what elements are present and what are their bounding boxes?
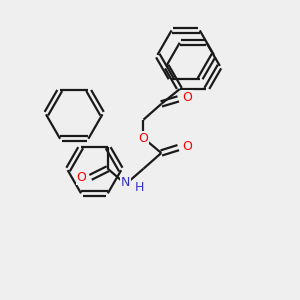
Text: O: O bbox=[77, 171, 87, 184]
Text: N: N bbox=[121, 176, 130, 189]
Text: O: O bbox=[182, 140, 192, 153]
Text: O: O bbox=[182, 91, 192, 104]
Text: O: O bbox=[138, 132, 148, 145]
Text: H: H bbox=[134, 181, 144, 194]
